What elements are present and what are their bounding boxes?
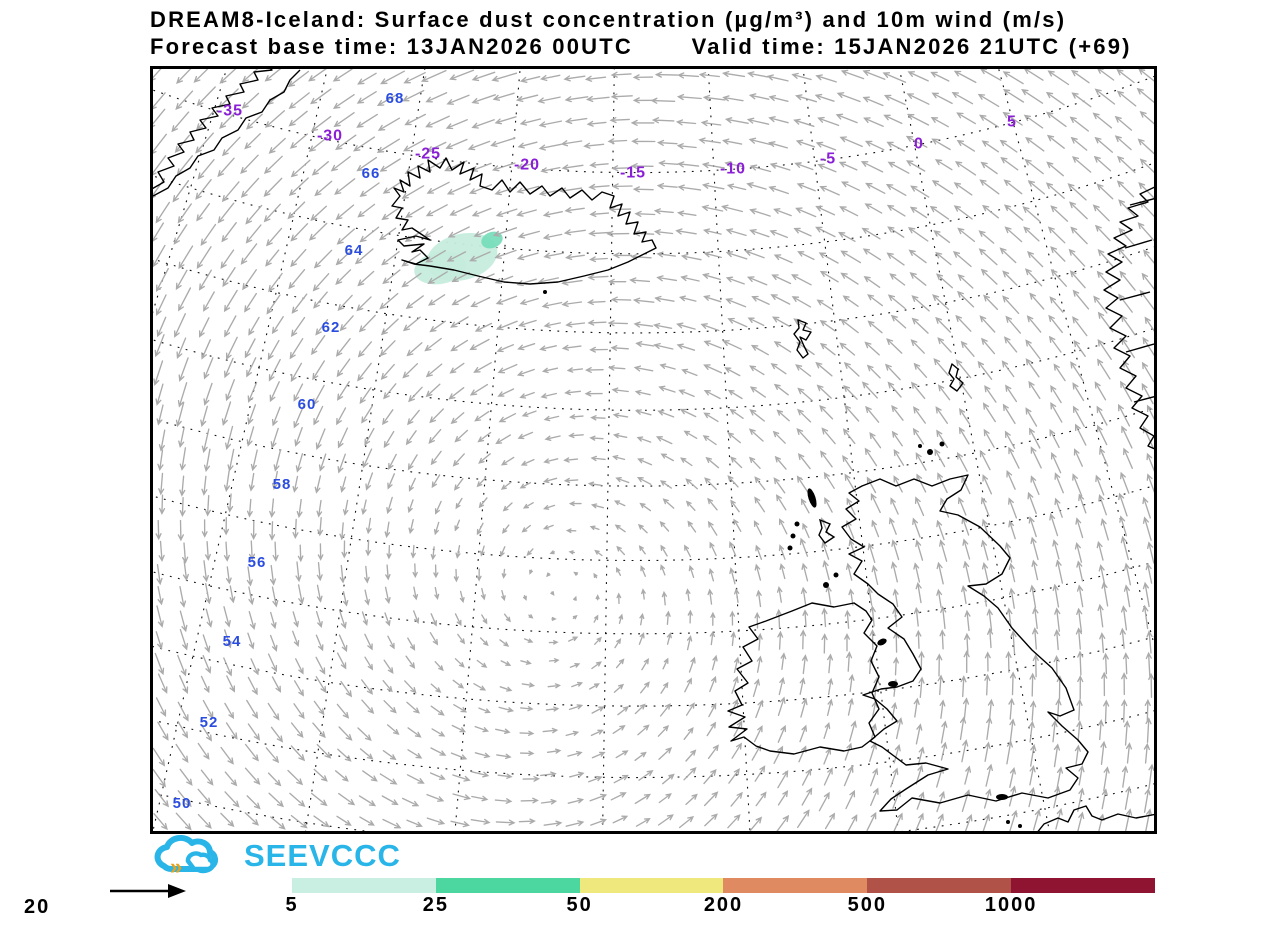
map-canvas: -35 -30 -25 -20 -15 -10 -5 0 5 68 66 64 62 60 58 56 54 52… [153,69,1154,831]
longitude-label: -35 [217,103,243,120]
page-subtitle: Forecast base time: 13JAN2026 00UTC Vali… [150,33,1132,60]
legend-row: 20 5 25 50 200 500 1000 [0,872,1284,925]
colorbar-segment [1011,878,1155,893]
latitude-label: 52 [200,714,219,731]
valid-time-label: Valid time: [691,34,826,59]
longitude-label: 5 [1007,114,1017,131]
parallel-line [153,561,1154,635]
longitude-label: -15 [620,165,646,182]
wind-reference-arrow-icon [110,884,186,898]
longitude-label: -20 [514,157,540,174]
dust-colorbar-ticks: 5 25 50 200 500 1000 [285,894,1155,920]
longitude-label: 0 [914,136,924,153]
colorbar-segment [292,878,436,893]
latitude-label: 60 [298,396,317,413]
coastlines-layer [153,69,1154,831]
weather-map: -35 -30 -25 -20 -15 -10 -5 0 5 68 66 64 62 60 58 56 54 52… [150,66,1157,834]
colorbar-segment [435,878,580,893]
valid-time-value: 15JAN2026 21UTC (+69) [834,34,1132,59]
parallel-line [153,327,1154,411]
colorbar-segment [579,878,724,893]
svg-text:»: » [170,854,182,877]
cloud-logo-icon: » [154,835,218,877]
meridian-line [602,69,615,831]
parallel-line [153,485,1154,562]
longitude-label: -25 [415,146,441,163]
latitude-label: 62 [322,319,341,336]
dust-colorbar [292,878,1155,893]
meridian-line [898,69,1050,831]
latitude-label: 56 [248,554,267,571]
logo-text: SEEVCCC [244,838,401,873]
longitude-label: -5 [820,151,836,168]
latitude-label: 50 [173,795,192,812]
longitude-label: -10 [720,161,746,178]
meridian-line [454,69,521,831]
longitude-label: -30 [317,128,343,145]
parallel-line [153,710,1154,779]
colorbar-tick-label: 500 [847,894,888,916]
latitude-label: 58 [273,476,292,493]
latitude-labels: 68 66 64 62 60 58 56 54 52 50 [173,90,405,812]
latitude-label: 64 [345,242,364,259]
base-time-label: Forecast base time: [150,34,399,59]
colorbar-segment [723,878,868,893]
colorbar-segment [867,878,1012,893]
colorbar-tick-label: 1000 [984,894,1038,916]
seevccc-logo: » SEEVCCC [144,835,401,877]
wind-reference-value: 20 [24,896,51,918]
latitude-label: 68 [386,90,405,107]
wind-arrows-layer [153,69,1154,831]
parallel-line [153,407,1154,487]
page-title: DREAM8-Iceland: Surface dust concentrati… [150,7,1067,32]
colorbar-tick-label: 200 [703,894,744,916]
small-islands-layer [543,290,1022,828]
colorbar-tick-label: 5 [285,894,299,916]
meridian-line [802,69,899,831]
latitude-label: 66 [362,165,381,182]
parallel-line [153,75,1154,174]
colorbar-tick-label: 25 [422,894,449,916]
longitude-labels: -35 -30 -25 -20 -15 -10 -5 0 5 [217,103,1017,182]
parallel-line [153,636,1154,707]
meridian-line [153,69,328,831]
meridian-line [153,69,228,314]
latitude-label: 54 [223,633,242,650]
base-time-value: 13JAN2026 00UTC [406,34,633,59]
colorbar-tick-label: 50 [566,894,593,916]
chart-title-block: DREAM8-Iceland: Surface dust concentrati… [150,6,1132,60]
